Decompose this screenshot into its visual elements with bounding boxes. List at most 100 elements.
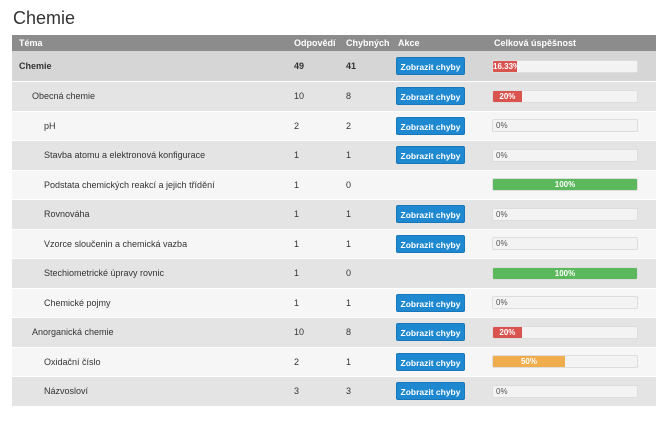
success-progress-bar: 16.33%: [492, 59, 638, 73]
success-cell: 16.33%: [487, 51, 656, 82]
wrong-count: 8: [339, 317, 391, 348]
answers-count: 49: [287, 51, 339, 82]
table-row: pH 2 2 Zobrazit chyby 0%: [12, 111, 656, 141]
success-cell: 0%: [487, 376, 656, 407]
table-header-row: Téma Odpovědí Chybných Akce Celková úspě…: [12, 35, 656, 51]
results-table: Téma Odpovědí Chybných Akce Celková úspě…: [12, 35, 656, 407]
action-cell: Zobrazit chyby: [391, 140, 487, 171]
wrong-count: 1: [339, 347, 391, 377]
action-cell: Zobrazit chyby: [391, 376, 487, 407]
column-header-topic[interactable]: Téma: [12, 35, 287, 51]
topic-name: Stavba atomu a elektronová konfigurace: [12, 140, 287, 171]
success-progress-label: 0%: [496, 150, 508, 160]
success-cell: 0%: [487, 111, 656, 141]
action-cell: [391, 170, 487, 200]
topic-name: Vzorce sloučenin a chemická vazba: [12, 229, 287, 259]
table-row: Chemie 49 41 Zobrazit chyby 16.33%: [12, 51, 656, 82]
success-cell: 20%: [487, 81, 656, 112]
column-header-wrong[interactable]: Chybných: [339, 35, 391, 51]
success-cell: 50%: [487, 347, 656, 377]
success-progress-bar: 0%: [492, 207, 638, 221]
success-cell: 0%: [487, 229, 656, 259]
table-row: Oxidační číslo 2 1 Zobrazit chyby 50%: [12, 347, 656, 377]
show-errors-button[interactable]: Zobrazit chyby: [396, 352, 465, 371]
table-row: Stavba atomu a elektronová konfigurace 1 1…: [12, 140, 656, 171]
show-errors-button[interactable]: Zobrazit chyby: [396, 234, 465, 253]
success-cell: 0%: [487, 199, 656, 230]
answers-count: 2: [287, 347, 339, 377]
answers-count: 3: [287, 376, 339, 407]
page-title: Chemie: [13, 8, 76, 28]
success-progress-label: 0%: [496, 386, 508, 396]
topic-name: Obecná chemie: [12, 81, 287, 112]
show-errors-button[interactable]: Zobrazit chyby: [396, 146, 465, 165]
table-body: Chemie 49 41 Zobrazit chyby 16.33% Obecná che…: [12, 51, 656, 407]
answers-count: 1: [287, 288, 339, 318]
column-header-success[interactable]: Celková úspěšnost: [487, 35, 656, 51]
wrong-count: 1: [339, 229, 391, 259]
success-progress-label: 0%: [496, 209, 508, 219]
wrong-count: 1: [339, 199, 391, 230]
wrong-count: 1: [339, 140, 391, 171]
success-progress-bar: 0%: [492, 148, 638, 162]
show-errors-button[interactable]: Zobrazit chyby: [396, 323, 465, 342]
success-progress-bar: 100%: [492, 178, 638, 192]
topic-name: pH: [12, 111, 287, 141]
action-cell: Zobrazit chyby: [391, 199, 487, 230]
show-errors-button[interactable]: Zobrazit chyby: [396, 293, 465, 312]
topic-name: Chemie: [12, 51, 287, 82]
show-errors-button[interactable]: Zobrazit chyby: [396, 382, 465, 401]
show-errors-button[interactable]: Zobrazit chyby: [396, 87, 465, 106]
action-cell: Zobrazit chyby: [391, 111, 487, 141]
topic-name: Anorganická chemie: [12, 317, 287, 348]
success-progress-fill: 16.33%: [493, 60, 521, 72]
table-row: Rovnováha 1 1 Zobrazit chyby 0%: [12, 199, 656, 230]
wrong-count: 0: [339, 258, 391, 289]
wrong-count: 1: [339, 288, 391, 318]
answers-count: 1: [287, 258, 339, 289]
success-cell: 0%: [487, 140, 656, 171]
success-progress-fill: 20%: [493, 326, 522, 338]
success-progress-bar: 50%: [492, 355, 638, 369]
answers-count: 1: [287, 170, 339, 200]
answers-count: 10: [287, 81, 339, 112]
show-errors-button[interactable]: Zobrazit chyby: [396, 116, 465, 135]
success-cell: 20%: [487, 317, 656, 348]
success-progress-fill: 100%: [493, 267, 637, 279]
table-row: Názvosloví 3 3 Zobrazit chyby 0%: [12, 376, 656, 407]
table-row: Vzorce sloučenin a chemická vazba 1 1 Zobra…: [12, 229, 656, 259]
wrong-count: 8: [339, 81, 391, 112]
answers-count: 1: [287, 199, 339, 230]
answers-count: 1: [287, 140, 339, 171]
action-cell: [391, 258, 487, 289]
success-progress-bar: 0%: [492, 119, 638, 133]
column-header-answers[interactable]: Odpovědí: [287, 35, 339, 51]
topic-name: Oxidační číslo: [12, 347, 287, 377]
action-cell: Zobrazit chyby: [391, 347, 487, 377]
show-errors-button[interactable]: Zobrazit chyby: [396, 205, 465, 224]
success-cell: 0%: [487, 288, 656, 318]
wrong-count: 0: [339, 170, 391, 200]
topic-name: Rovnováha: [12, 199, 287, 230]
topic-name: Názvosloví: [12, 376, 287, 407]
wrong-count: 3: [339, 376, 391, 407]
table-row: Obecná chemie 10 8 Zobrazit chyby 20%: [12, 81, 656, 112]
success-progress-bar: 100%: [492, 266, 638, 280]
action-cell: Zobrazit chyby: [391, 51, 487, 82]
success-progress-bar: 0%: [492, 384, 638, 398]
success-cell: 100%: [487, 258, 656, 289]
answers-count: 2: [287, 111, 339, 141]
table-row: Anorganická chemie 10 8 Zobrazit chyby 20%: [12, 317, 656, 348]
success-cell: 100%: [487, 170, 656, 200]
show-errors-button[interactable]: Zobrazit chyby: [396, 57, 465, 75]
success-progress-bar: 20%: [492, 89, 638, 103]
column-header-action: Akce: [391, 35, 487, 51]
success-progress-bar: 20%: [492, 325, 638, 339]
success-progress-fill: 20%: [493, 90, 522, 102]
wrong-count: 41: [339, 51, 391, 82]
topic-name: Chemické pojmy: [12, 288, 287, 318]
action-cell: Zobrazit chyby: [391, 288, 487, 318]
table-row: Chemické pojmy 1 1 Zobrazit chyby 0%: [12, 288, 656, 318]
success-progress-bar: 0%: [492, 237, 638, 251]
action-cell: Zobrazit chyby: [391, 317, 487, 348]
